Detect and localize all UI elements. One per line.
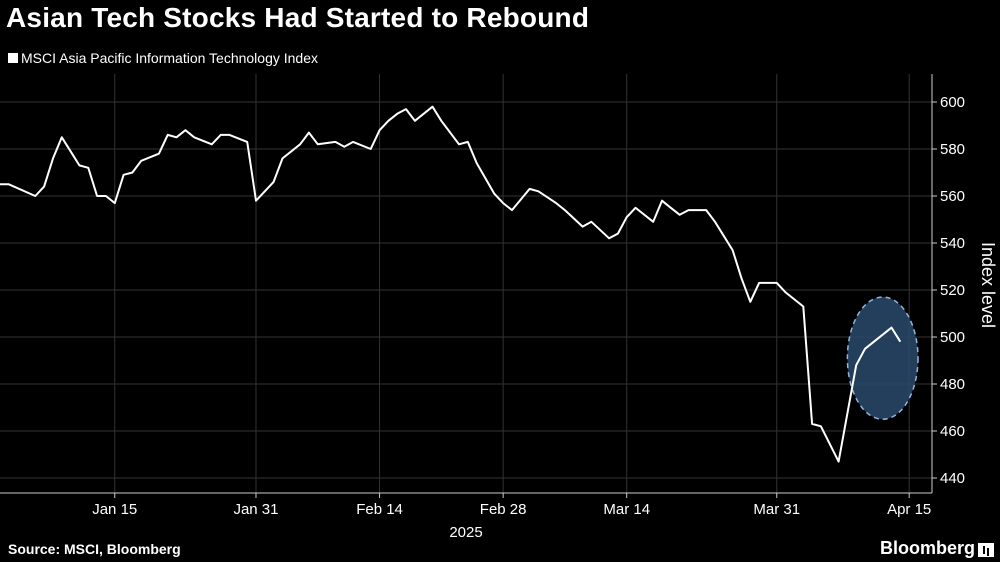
y-tick-label: 500 [940, 329, 965, 346]
y-tick-label: 460 [940, 423, 965, 440]
y-tick-label: 440 [940, 470, 965, 487]
x-tick-label: Mar 31 [753, 501, 800, 518]
bloomberg-logo: Bloomberg [880, 538, 994, 559]
legend-swatch [8, 53, 18, 63]
y-tick-label: 520 [940, 282, 965, 299]
bloomberg-mark-icon [978, 542, 994, 557]
y-tick-label: 540 [940, 235, 965, 252]
y-axis-title: Index level [978, 242, 998, 328]
x-tick-label: Feb 14 [356, 501, 403, 518]
highlight-ellipse [846, 296, 919, 420]
x-tick-label: Feb 28 [480, 501, 527, 518]
chart-title: Asian Tech Stocks Had Started to Rebound [6, 2, 590, 33]
x-tick-label: Jan 31 [233, 501, 278, 518]
x-tick-label: Jan 15 [92, 501, 137, 518]
legend-label: MSCI Asia Pacific Information Technology… [21, 50, 319, 66]
y-tick-label: 560 [940, 188, 965, 205]
y-tick-label: 580 [940, 141, 965, 158]
brand-label: Bloomberg [879, 538, 975, 558]
y-tick-label: 600 [940, 94, 965, 111]
series-line [0, 105, 902, 463]
x-year-label: 2025 [449, 524, 482, 541]
y-tick-label: 480 [940, 376, 965, 393]
x-tick-label: Mar 14 [603, 501, 650, 518]
x-tick-label: Apr 15 [887, 501, 931, 518]
chart-legend: MSCI Asia Pacific Information Technology… [8, 50, 318, 66]
source-note: Source: MSCI, Bloomberg [8, 541, 181, 557]
